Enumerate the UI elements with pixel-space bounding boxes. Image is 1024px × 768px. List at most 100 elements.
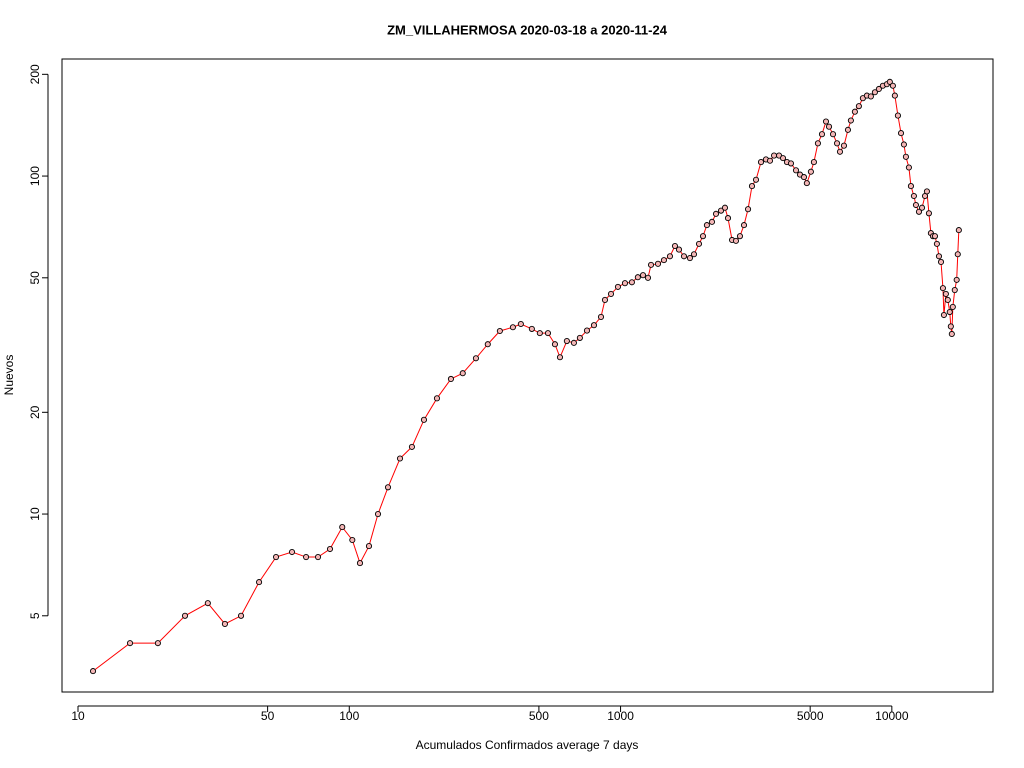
y-tick-label: 50: [28, 271, 42, 285]
point: [886, 78, 893, 85]
point: [948, 330, 955, 338]
point: [384, 484, 392, 491]
point: [825, 123, 833, 130]
point: [910, 192, 917, 200]
point: [818, 131, 826, 138]
x-tick-label: 100: [339, 709, 359, 723]
point: [889, 82, 896, 89]
point: [666, 253, 674, 260]
point: [955, 227, 962, 234]
point: [420, 416, 428, 423]
point: [396, 455, 404, 462]
point: [544, 330, 552, 337]
point: [712, 210, 720, 217]
y-tick-label: 10: [28, 507, 42, 521]
point: [951, 286, 958, 294]
point: [937, 258, 945, 266]
point: [771, 152, 778, 159]
point: [894, 112, 901, 119]
point: [472, 355, 479, 362]
point: [680, 253, 688, 260]
point: [721, 204, 729, 211]
point: [915, 208, 923, 215]
y-tick-label: 20: [28, 405, 42, 419]
point: [732, 237, 740, 244]
y-tick-label: 100: [28, 166, 42, 186]
point: [912, 201, 919, 209]
point: [757, 159, 765, 166]
point: [946, 308, 953, 316]
point: [551, 341, 559, 348]
x-tick-label: 500: [529, 709, 549, 723]
point: [752, 176, 760, 183]
point: [459, 370, 466, 377]
point: [939, 285, 946, 292]
point: [303, 554, 310, 561]
point: [942, 290, 949, 297]
point: [708, 218, 716, 225]
point: [940, 311, 947, 319]
point: [954, 251, 961, 258]
point: [918, 204, 926, 211]
point: [339, 524, 346, 531]
point: [829, 131, 837, 138]
point: [237, 612, 245, 619]
point: [621, 280, 629, 287]
point: [867, 93, 874, 100]
point: [740, 222, 748, 229]
point: [871, 89, 878, 96]
point: [944, 296, 951, 303]
point: [949, 303, 956, 310]
point: [660, 257, 667, 264]
y-tick-label: 5: [28, 612, 42, 619]
point: [891, 92, 898, 99]
point: [810, 159, 817, 166]
point: [699, 233, 707, 240]
point: [779, 155, 787, 162]
point: [766, 157, 774, 164]
point: [576, 334, 583, 341]
point: [902, 153, 909, 160]
x-tick-label: 10: [71, 709, 85, 723]
point: [800, 174, 808, 181]
point: [570, 339, 577, 346]
point: [736, 233, 744, 240]
point: [905, 164, 912, 171]
point: [356, 560, 364, 567]
point: [745, 206, 752, 213]
y-axis-label: Nuevos: [2, 355, 16, 396]
point: [686, 255, 693, 262]
point: [748, 183, 756, 190]
point: [639, 272, 647, 279]
point: [933, 240, 940, 247]
point: [272, 554, 280, 561]
point: [126, 640, 134, 647]
x-tick-label: 1000: [607, 709, 634, 723]
point: [614, 283, 621, 290]
point: [408, 443, 415, 450]
point: [671, 242, 679, 250]
point: [326, 545, 334, 553]
point: [900, 141, 907, 148]
point: [447, 375, 454, 383]
point: [349, 536, 356, 544]
point: [690, 251, 698, 258]
point: [833, 140, 841, 147]
point: [803, 180, 810, 187]
point: [583, 327, 591, 334]
point: [484, 341, 491, 348]
point: [875, 85, 882, 93]
point: [647, 261, 655, 268]
plot-box: [61, 58, 994, 693]
point: [855, 103, 862, 110]
point: [787, 160, 795, 167]
point: [836, 148, 844, 155]
point: [897, 130, 905, 137]
point: [792, 167, 800, 174]
point: [221, 620, 228, 627]
point: [703, 222, 710, 229]
point: [907, 183, 914, 190]
point: [288, 548, 296, 556]
chart-title: ZM_VILLAHERMOSA 2020-03-18 a 2020-11-24: [387, 22, 668, 37]
